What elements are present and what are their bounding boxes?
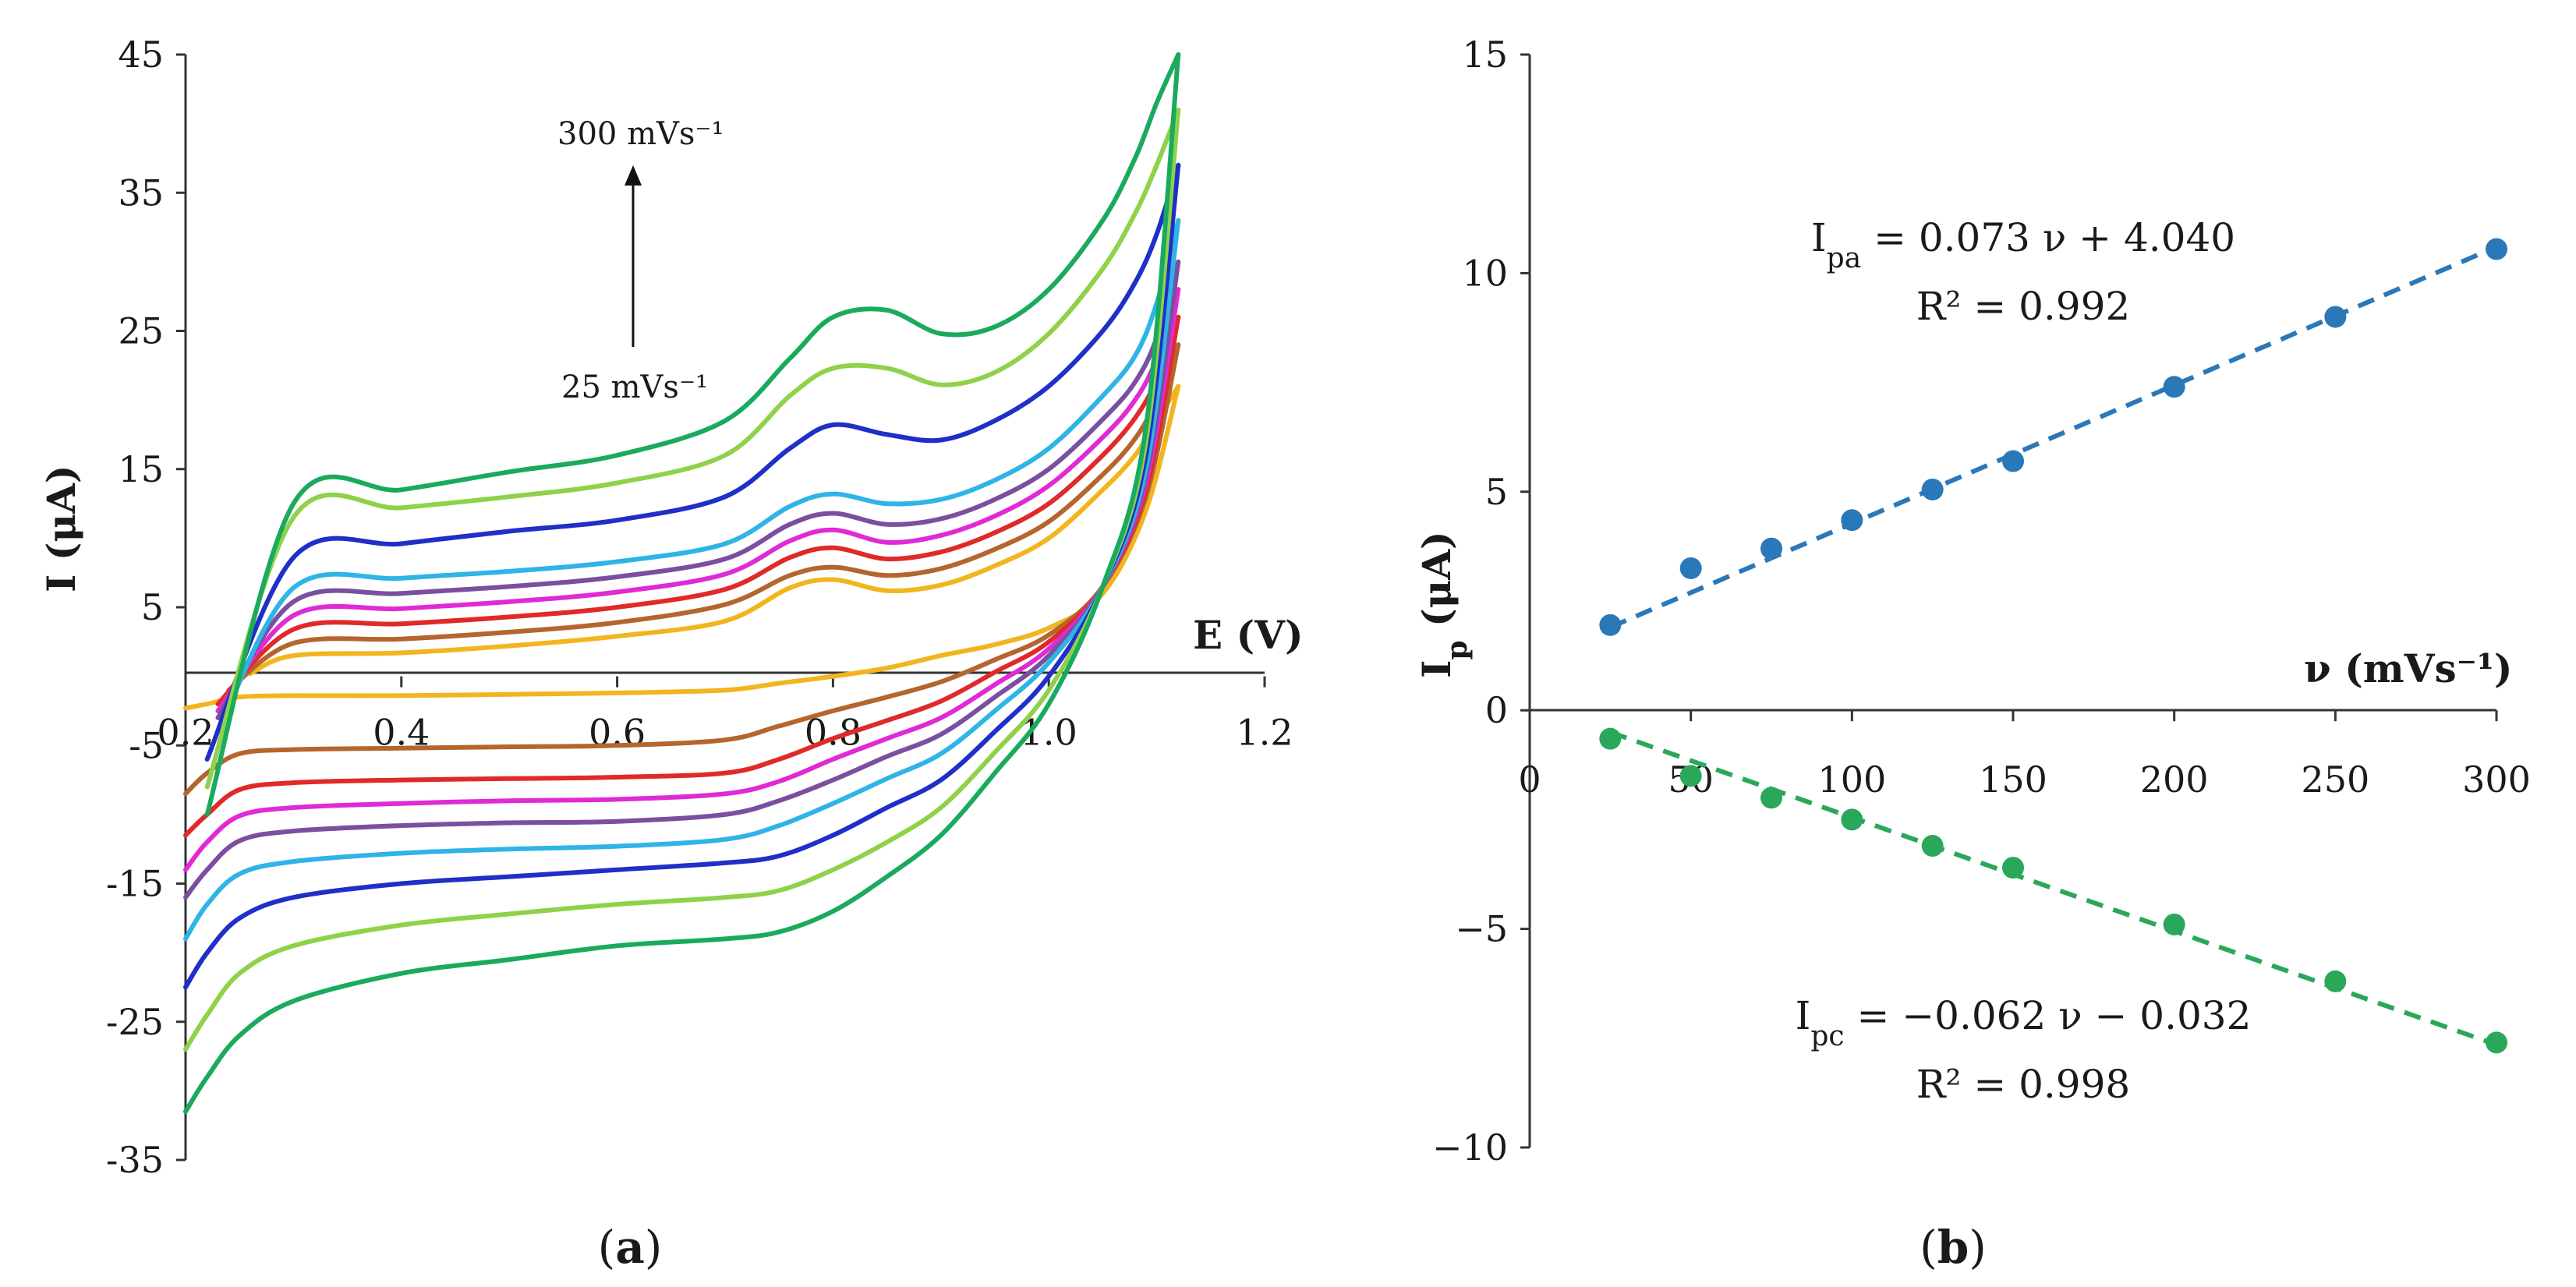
panel-a-y-axis-title: I (μA)	[38, 465, 84, 592]
cv-curve-anodic-250	[204, 107, 1181, 790]
cv-curve-anodic-50	[226, 342, 1181, 693]
panel-a-y-tick-label: -35	[106, 1139, 164, 1181]
panel-b-x-axis-title: ν (mVs⁻¹)	[2304, 645, 2513, 691]
scan-rate-annotation-bottom: 25 mVs⁻¹	[561, 369, 708, 405]
data-point-ipa	[1841, 509, 1863, 532]
cv-curve-anodic-25	[248, 384, 1181, 677]
scan-rate-arrowhead	[625, 165, 642, 186]
cv-curve-cathodic-300	[183, 52, 1181, 1114]
cv-curve-cathodic-25	[183, 384, 1181, 711]
panel-b-x-tick-label: 250	[2301, 758, 2369, 801]
data-point-ipc	[1599, 727, 1622, 750]
data-point-ipc	[2002, 857, 2024, 879]
data-point-ipa	[2486, 238, 2507, 260]
panel-a-x-axis-title: E (V)	[1193, 612, 1304, 658]
panel-b-x-tick-label: 200	[2140, 758, 2209, 801]
anodic-r-squared: R² = 0.992	[1916, 284, 2131, 329]
fit-line-ipa	[1609, 244, 2498, 630]
cv-curve-anodic-125	[215, 259, 1181, 720]
data-point-ipc	[1921, 835, 1944, 857]
panel-a-y-tick-label: -5	[129, 724, 164, 766]
data-point-ipa	[2163, 376, 2185, 398]
cv-curve-anodic-150	[215, 217, 1181, 734]
data-point-ipa	[1921, 478, 1944, 500]
panel-b-y-tick-label: −5	[1455, 908, 1508, 950]
data-point-ipa	[1599, 613, 1622, 636]
panel-b-y-tick-label: 5	[1485, 471, 1508, 513]
panel-a-x-tick-label: 0.2	[157, 712, 214, 754]
scan-rate-annotation-top: 300 mVs⁻¹	[557, 116, 724, 152]
panel-b-y-tick-label: 10	[1462, 252, 1508, 294]
cv-curve-anodic-75	[215, 314, 1181, 707]
cv-curve-cathodic-150	[183, 217, 1181, 942]
data-point-ipc	[1679, 765, 1702, 787]
panel-b-x-tick-label: 100	[1817, 758, 1886, 801]
panel-a-y-tick-label: 45	[118, 34, 164, 76]
data-point-ipc	[1760, 787, 1782, 809]
panel-a-y-tick-label: -25	[106, 1001, 164, 1043]
data-point-ipc	[2486, 1031, 2507, 1054]
panel-a-y-tick-label: -15	[106, 863, 164, 905]
panel-a-y-tick-label: 5	[141, 586, 164, 628]
data-point-ipa	[1760, 537, 1782, 560]
data-point-ipa	[1679, 557, 1702, 579]
panel-b-x-tick-label: 300	[2462, 758, 2531, 801]
panel-b-x-tick-label: 0	[1518, 758, 1541, 801]
data-point-ipa	[2324, 306, 2347, 328]
panel-b-y-tick-label: −10	[1432, 1126, 1508, 1169]
cathodic-fit-equation: Ipc = −0.062 ν − 0.032	[1796, 993, 2252, 1052]
cv-curve-cathodic-250	[183, 107, 1181, 1052]
panel-b-y-tick-label: 0	[1485, 689, 1508, 731]
panel-a-x-tick-label: 1.2	[1236, 712, 1293, 754]
panel-b-y-axis-title: Ip (μA)	[1414, 531, 1474, 678]
cv-curve-anodic-300	[204, 52, 1181, 817]
cv-curve-anodic-100	[215, 287, 1181, 713]
cathodic-r-squared: R² = 0.998	[1916, 1062, 2131, 1107]
data-point-ipc	[1841, 808, 1863, 831]
panel-a-y-tick-label: 35	[118, 171, 164, 214]
cv-curve-cathodic-125	[183, 259, 1181, 900]
panel-a-y-tick-label: 25	[118, 310, 164, 352]
panel-b-x-tick-label: 150	[1979, 758, 2047, 801]
cv-curve-anodic-200	[204, 162, 1181, 762]
panel-a-label: (a)	[598, 1221, 663, 1274]
panel-b-y-tick-label: 15	[1462, 34, 1508, 76]
panel-b-label: (b)	[1920, 1221, 1987, 1274]
data-point-ipa	[2002, 450, 2024, 472]
data-point-ipc	[2324, 970, 2347, 992]
anodic-fit-equation: Ipa = 0.073 ν + 4.040	[1811, 215, 2235, 274]
data-point-ipc	[2163, 913, 2185, 935]
panel-a-y-tick-label: 15	[118, 448, 164, 490]
fit-line-ipc	[1609, 730, 2497, 1048]
